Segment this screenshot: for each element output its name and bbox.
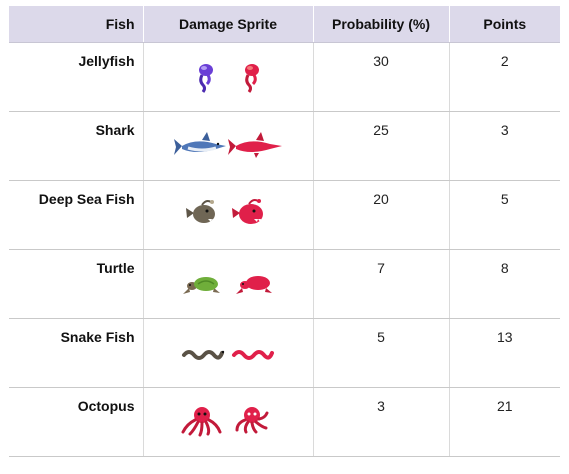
- snake-fish-normal-icon: [181, 350, 224, 360]
- header-row: Fish Damage Sprite Probability (%) Point…: [9, 6, 560, 43]
- octopus-sprite: [142, 387, 313, 457]
- fish-name: Shark: [9, 111, 143, 181]
- points-cell: 13: [448, 318, 560, 388]
- table-row: Turtle: [9, 249, 560, 319]
- header-points: Points: [448, 6, 560, 43]
- deep-sea-fish-normal-icon: [185, 200, 215, 223]
- header-fish: Fish: [9, 6, 143, 43]
- fish-name: Snake Fish: [9, 318, 143, 388]
- probability-cell: 5: [312, 318, 449, 388]
- probability-cell: 3: [312, 387, 449, 457]
- jellyfish-normal-icon: [198, 64, 213, 93]
- probability-cell: 20: [312, 180, 449, 250]
- probability-cell: 30: [312, 42, 449, 112]
- fish-name: Deep Sea Fish: [9, 180, 143, 250]
- turtle-sprite: [142, 249, 313, 319]
- header-sprite: Damage Sprite: [142, 6, 313, 43]
- table-row: Deep Sea Fish: [9, 180, 560, 250]
- points-cell: 3: [448, 111, 560, 181]
- fish-name: Octopus: [9, 387, 143, 457]
- probability-cell: 25: [312, 111, 449, 181]
- octopus-damage-icon: [235, 407, 268, 434]
- table-row: Jellyfish 30: [9, 42, 560, 112]
- deep-sea-fish-sprite: [142, 180, 313, 250]
- points-cell: 8: [448, 249, 560, 319]
- turtle-damage-icon: [235, 276, 272, 294]
- table-row: Snake Fish 5 13: [9, 318, 560, 388]
- snake-fish-damage-icon: [231, 350, 274, 360]
- points-cell: 21: [448, 387, 560, 457]
- fish-name: Jellyfish: [9, 42, 143, 112]
- table-row: Shark: [9, 111, 560, 181]
- deep-sea-fish-damage-icon: [231, 199, 263, 224]
- points-cell: 5: [448, 180, 560, 250]
- header-probability: Probability (%): [312, 6, 449, 43]
- shark-normal-icon: [173, 132, 226, 155]
- turtle-normal-icon: [182, 277, 220, 294]
- fish-table: Fish Damage Sprite Probability (%) Point…: [9, 6, 560, 457]
- table-row: Octopus 3: [9, 387, 560, 457]
- jellyfish-damage-icon: [244, 64, 259, 93]
- shark-sprite: [142, 111, 313, 181]
- jellyfish-sprite: [142, 42, 313, 112]
- snake-fish-sprite: [142, 318, 313, 388]
- shark-damage-icon: [227, 132, 282, 158]
- points-cell: 2: [448, 42, 560, 112]
- probability-cell: 7: [312, 249, 449, 319]
- octopus-normal-icon: [181, 407, 221, 437]
- fish-name: Turtle: [9, 249, 143, 319]
